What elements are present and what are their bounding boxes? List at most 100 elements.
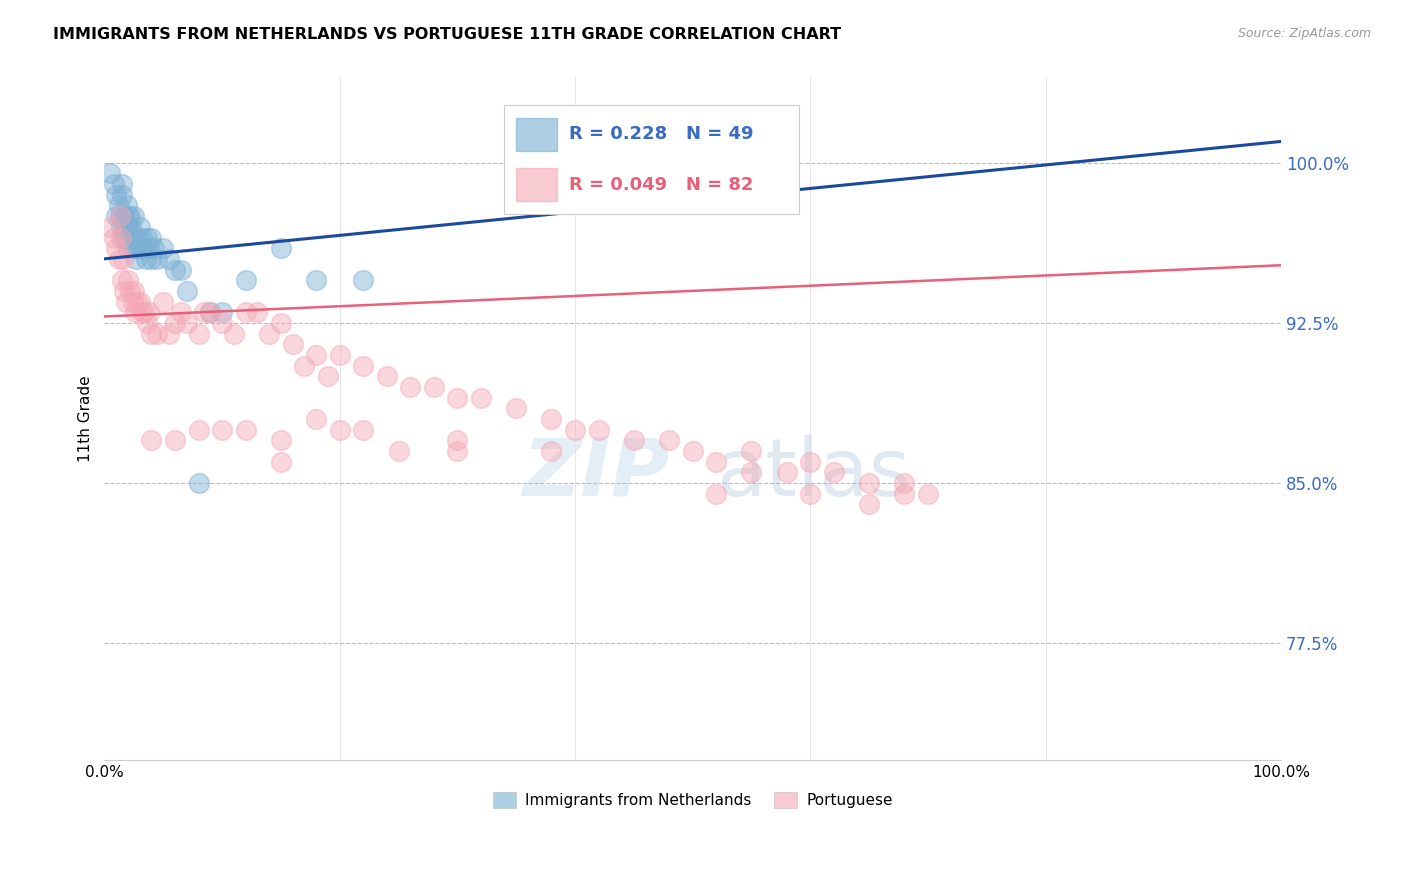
- Point: [141, 252, 163, 266]
- Point: [305, 348, 328, 362]
- Point: [893, 486, 915, 500]
- Text: IMMIGRANTS FROM NETHERLANDS VS PORTUGUESE 11TH GRADE CORRELATION CHART: IMMIGRANTS FROM NETHERLANDS VS PORTUGUES…: [53, 27, 842, 42]
- Point: [141, 434, 163, 448]
- Point: [152, 241, 174, 255]
- Point: [112, 230, 135, 244]
- Point: [127, 230, 149, 244]
- Point: [446, 434, 468, 448]
- Point: [740, 465, 762, 479]
- Point: [127, 294, 149, 309]
- Point: [163, 262, 186, 277]
- Point: [170, 262, 193, 277]
- Point: [141, 326, 163, 341]
- Point: [823, 465, 845, 479]
- Point: [270, 434, 292, 448]
- Point: [114, 294, 136, 309]
- Point: [152, 294, 174, 309]
- Point: [281, 337, 304, 351]
- Point: [122, 284, 145, 298]
- Point: [105, 209, 128, 223]
- Point: [776, 465, 799, 479]
- Point: [110, 230, 132, 244]
- Point: [176, 284, 198, 298]
- Point: [132, 241, 155, 255]
- Legend: Immigrants from Netherlands, Portuguese: Immigrants from Netherlands, Portuguese: [486, 786, 898, 814]
- Point: [540, 412, 562, 426]
- Point: [138, 241, 160, 255]
- Point: [235, 273, 257, 287]
- Point: [211, 423, 233, 437]
- Point: [423, 380, 446, 394]
- Point: [270, 316, 292, 330]
- Point: [170, 305, 193, 319]
- Point: [141, 230, 163, 244]
- Point: [858, 475, 880, 490]
- Point: [193, 305, 215, 319]
- Point: [305, 273, 328, 287]
- Point: [112, 219, 135, 234]
- Point: [222, 326, 245, 341]
- Point: [799, 454, 821, 468]
- Point: [917, 486, 939, 500]
- Point: [352, 359, 374, 373]
- Point: [200, 305, 222, 319]
- Point: [505, 401, 527, 416]
- Point: [135, 252, 157, 266]
- Point: [110, 219, 132, 234]
- Point: [187, 326, 209, 341]
- Point: [142, 241, 165, 255]
- Point: [125, 252, 148, 266]
- Point: [98, 166, 121, 180]
- Point: [117, 209, 139, 223]
- Point: [200, 305, 222, 319]
- Y-axis label: 11th Grade: 11th Grade: [79, 376, 93, 462]
- Text: Source: ZipAtlas.com: Source: ZipAtlas.com: [1237, 27, 1371, 40]
- Point: [163, 316, 186, 330]
- Point: [257, 326, 280, 341]
- Point: [146, 252, 169, 266]
- Point: [211, 316, 233, 330]
- Point: [112, 252, 135, 266]
- Point: [103, 230, 125, 244]
- Point: [117, 273, 139, 287]
- Point: [235, 305, 257, 319]
- Point: [352, 273, 374, 287]
- Point: [246, 305, 269, 319]
- Point: [799, 486, 821, 500]
- Point: [704, 454, 727, 468]
- Point: [111, 273, 134, 287]
- Point: [270, 454, 292, 468]
- Point: [305, 412, 328, 426]
- Point: [107, 198, 129, 212]
- Point: [187, 475, 209, 490]
- Point: [121, 294, 143, 309]
- Point: [128, 294, 150, 309]
- Point: [682, 444, 704, 458]
- Point: [740, 444, 762, 458]
- Point: [704, 486, 727, 500]
- Point: [111, 177, 134, 191]
- Point: [124, 305, 146, 319]
- Text: ZIP: ZIP: [522, 434, 669, 513]
- Point: [893, 475, 915, 490]
- Point: [658, 434, 681, 448]
- Point: [131, 230, 153, 244]
- Point: [108, 209, 131, 223]
- Point: [329, 423, 352, 437]
- Point: [120, 284, 142, 298]
- Point: [446, 444, 468, 458]
- Point: [107, 252, 129, 266]
- Point: [120, 219, 142, 234]
- Point: [470, 391, 492, 405]
- Point: [124, 241, 146, 255]
- Point: [122, 230, 145, 244]
- Point: [157, 252, 180, 266]
- Point: [588, 423, 610, 437]
- Point: [294, 359, 316, 373]
- Point: [270, 241, 292, 255]
- Point: [623, 434, 645, 448]
- Point: [134, 305, 156, 319]
- Point: [187, 423, 209, 437]
- Point: [111, 187, 134, 202]
- Point: [564, 423, 586, 437]
